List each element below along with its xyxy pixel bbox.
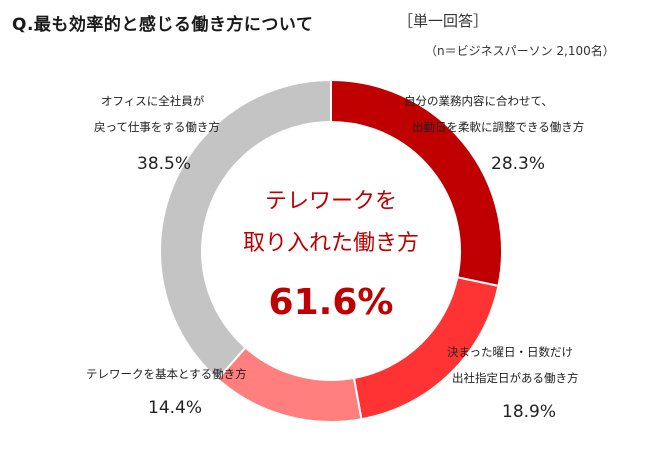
segment-label-designated-line1: 決まった曜日・日数だけ — [447, 345, 574, 359]
question-title: Q.最も効率的と感じる働き方について — [12, 15, 314, 35]
segment-value-office: 38.5% — [137, 154, 192, 174]
center-label-line1: テレワークを — [264, 189, 397, 214]
sample-size-note: （n＝ビジネスパーソン 2,100名） — [425, 44, 615, 58]
segment-value-designated: 18.9% — [502, 402, 557, 422]
donut-slice-office — [159, 78, 332, 381]
answer-type-label: ［単一回答］ — [398, 12, 489, 30]
segment-label-office-line1: オフィスに全社員が — [101, 94, 205, 108]
segment-value-telework: 14.4% — [148, 398, 203, 418]
center-total-percent: 61.6% — [268, 282, 394, 323]
segment-label-office-line2: 戻って仕事をする働き方 — [94, 120, 220, 134]
segment-label-flexible-line2: 出勤日を柔軟に調整できる働き方 — [412, 120, 585, 134]
segment-value-flexible: 28.3% — [491, 154, 546, 174]
center-label-line2: 取り入れた働き方 — [242, 231, 419, 256]
segment-label-telework-line1: テレワークを基本とする働き方 — [86, 367, 247, 381]
segment-label-flexible-line1: 自分の業務内容に合わせて、 — [404, 94, 553, 108]
segment-label-designated-line2: 出社指定日がある働き方 — [452, 371, 579, 385]
